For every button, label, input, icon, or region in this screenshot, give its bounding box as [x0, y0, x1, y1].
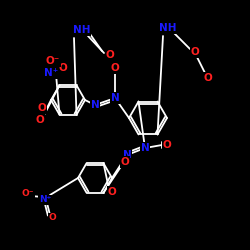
Text: N⁺: N⁺: [44, 68, 58, 78]
Text: N: N: [110, 93, 120, 103]
Text: O: O: [120, 157, 130, 167]
Text: O: O: [204, 73, 212, 83]
Text: O: O: [108, 187, 116, 197]
Text: NH: NH: [159, 23, 177, 33]
Text: O: O: [191, 47, 200, 57]
Text: O⁻: O⁻: [22, 188, 34, 198]
Text: N: N: [140, 143, 149, 153]
Text: NH: NH: [73, 25, 91, 35]
Text: O: O: [36, 115, 44, 125]
Text: O: O: [38, 103, 46, 113]
Text: O: O: [58, 63, 68, 73]
Text: O: O: [110, 63, 120, 73]
Text: N⁺: N⁺: [39, 196, 51, 204]
Text: N: N: [122, 150, 132, 160]
Text: N: N: [90, 100, 100, 110]
Text: O: O: [106, 50, 114, 60]
Text: O: O: [48, 214, 56, 222]
Text: O: O: [162, 140, 172, 150]
Text: O⁻: O⁻: [46, 56, 60, 66]
